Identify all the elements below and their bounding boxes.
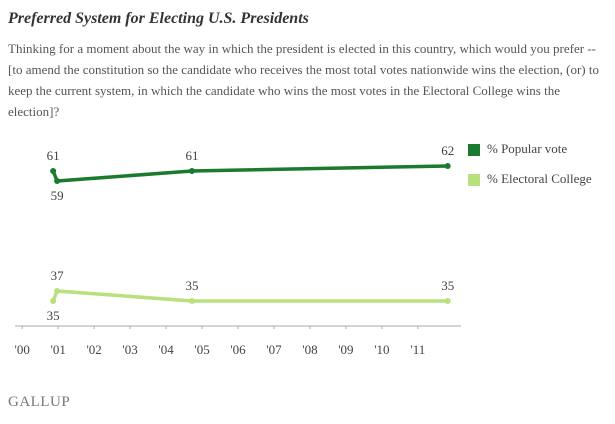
data-label: 35 (47, 308, 60, 323)
data-label: 61 (47, 148, 60, 163)
x-tick-label: '01 (50, 342, 65, 357)
data-label: 35 (185, 278, 198, 293)
x-tick-label: '11 (410, 342, 425, 357)
point (50, 298, 57, 304)
source-logo: GALLUP (8, 394, 71, 410)
x-tick-label: '05 (194, 342, 209, 357)
x-tick-label: '04 (158, 342, 174, 357)
data-label: 62 (441, 143, 454, 158)
legend-swatch (468, 144, 480, 156)
x-tick-label: '03 (122, 342, 137, 357)
point (188, 168, 195, 174)
point (188, 298, 195, 304)
x-tick-label: '00 (15, 342, 30, 357)
legend-label: % Electoral College (487, 171, 592, 186)
legend-label: % Popular vote (487, 141, 567, 156)
x-tick-label: '07 (266, 342, 282, 357)
data-label: 59 (51, 188, 64, 203)
data-label: 35 (441, 278, 454, 293)
point (444, 298, 451, 304)
x-tick-label: '10 (374, 342, 389, 357)
line (51, 289, 448, 303)
point (54, 288, 61, 294)
x-tick-label: '08 (302, 342, 317, 357)
chart-title: Preferred System for Electing U.S. Presi… (8, 10, 309, 27)
point (54, 178, 61, 184)
x-tick-label: '06 (230, 342, 246, 357)
line (51, 164, 448, 183)
x-tick-label: '02 (86, 342, 101, 357)
legend-swatch (468, 174, 480, 186)
data-label: 37 (51, 268, 65, 283)
data-label: 61 (185, 148, 198, 163)
chart-subtitle: Thinking for a moment about the way in w… (8, 41, 599, 119)
point (50, 168, 57, 174)
point (444, 163, 451, 169)
x-tick-label: '09 (338, 342, 353, 357)
